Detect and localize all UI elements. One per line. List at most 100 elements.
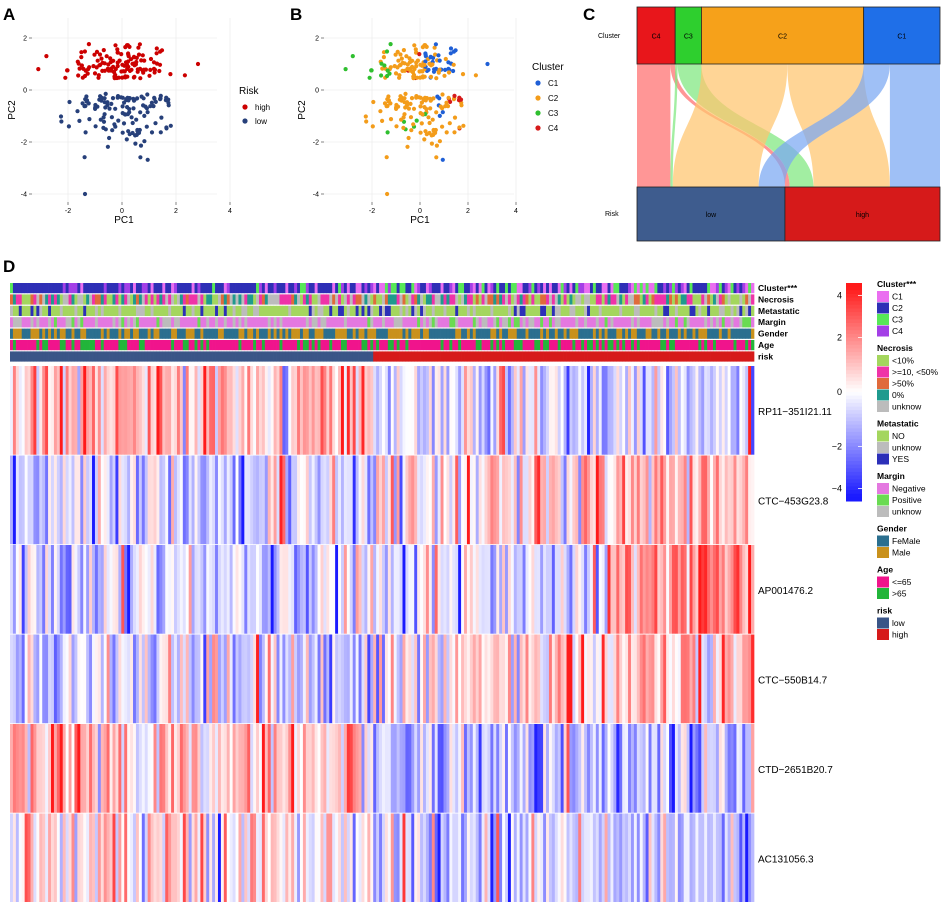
heatmap-cell xyxy=(197,813,201,902)
annotation-cell xyxy=(739,294,743,305)
heatmap-cell xyxy=(317,813,321,902)
annotation-cell xyxy=(449,294,453,305)
heatmap-cell xyxy=(384,813,389,902)
heatmap-annotation-tracks xyxy=(10,283,755,362)
annotation-cell xyxy=(135,351,140,362)
heatmap-cell xyxy=(449,545,453,634)
annotation-cell xyxy=(89,340,93,351)
annotation-cell xyxy=(130,283,134,294)
annotation-cell xyxy=(481,328,485,339)
annotation-cell xyxy=(42,351,46,362)
heatmap-cell xyxy=(399,366,403,455)
annotation-cell xyxy=(537,283,541,294)
scatter-b-axes: -2 0 2 420-2-4 xyxy=(313,36,518,216)
annotation-cell xyxy=(373,294,377,305)
annotation-cell xyxy=(326,305,330,316)
annotation-cell xyxy=(106,317,110,328)
heatmap-cell xyxy=(364,366,368,455)
annotation-cell xyxy=(83,340,87,351)
heatmap-cell xyxy=(124,545,128,634)
annotation-cell xyxy=(692,328,696,339)
heatmap-cell xyxy=(704,545,708,634)
heatmap-cell xyxy=(48,455,52,545)
annotation-cell xyxy=(48,305,52,316)
heatmap-cell xyxy=(478,813,482,902)
annotation-cell xyxy=(589,294,594,305)
heatmap-cell xyxy=(10,366,14,455)
heatmap-cell xyxy=(420,634,424,724)
annotation-cell xyxy=(654,340,658,351)
scatter-b-point-c1 xyxy=(437,58,442,63)
annotation-cell xyxy=(235,328,239,339)
annotation-cell xyxy=(733,328,737,339)
scatter-a-point-low xyxy=(109,115,114,120)
scatter-a-point-low xyxy=(112,122,117,127)
annotation-cell xyxy=(455,283,459,294)
heatmap-cell xyxy=(584,455,588,545)
annotation-cell xyxy=(171,317,175,328)
annotation-cell xyxy=(455,340,459,351)
scatter-a-point-low xyxy=(159,115,164,120)
annotation-cell xyxy=(689,283,693,294)
annotation-cell xyxy=(513,351,518,362)
annotation-cell xyxy=(604,305,608,316)
annotation-cell xyxy=(103,317,108,328)
heatmap-cell xyxy=(537,724,541,813)
annotation-cell xyxy=(736,351,740,362)
heatmap-cell xyxy=(130,634,134,724)
heatmap-cell xyxy=(431,813,436,902)
scatter-a-point-high xyxy=(138,76,143,81)
annotation-cell xyxy=(340,328,345,339)
scatter-b-point-c2 xyxy=(411,122,416,127)
annotation-cell xyxy=(543,294,547,305)
heatmap-cell xyxy=(77,724,81,813)
heatmap-cell xyxy=(203,813,207,902)
heatmap-cell xyxy=(335,455,339,545)
annotation-cell xyxy=(209,317,213,328)
annotation-cell xyxy=(642,340,646,351)
annotation-cell xyxy=(636,351,641,362)
heatmap-cell xyxy=(27,724,31,813)
heatmap-cell xyxy=(71,724,75,813)
heatmap-cell xyxy=(250,634,254,724)
annotation-cell xyxy=(273,283,277,294)
annotation-cell xyxy=(704,283,708,294)
annotation-cell xyxy=(273,294,277,305)
heatmap-cell xyxy=(329,366,333,455)
heatmap-cell xyxy=(253,634,257,724)
heatmap-cell xyxy=(294,366,298,455)
annotation-cell xyxy=(710,305,714,316)
annotation-cell xyxy=(660,328,664,339)
annotation-cell xyxy=(390,328,395,339)
heatmap-cell xyxy=(83,366,87,455)
heatmap-cell xyxy=(226,455,231,545)
heatmap-cell xyxy=(229,455,233,545)
heatmap-cell xyxy=(417,455,421,545)
heatmap-cell xyxy=(528,366,532,455)
heatmap-cell xyxy=(144,366,149,455)
annotation-cell xyxy=(727,283,731,294)
annotation-cell xyxy=(206,340,210,351)
annotation-cell xyxy=(525,328,529,339)
heatmap-cell xyxy=(636,634,641,724)
annotation-cell xyxy=(604,351,608,362)
annotation-cell xyxy=(103,283,108,294)
heatmap-cell xyxy=(53,366,58,455)
scatter-a-point-high xyxy=(101,48,106,53)
annotation-cell xyxy=(314,340,318,351)
annotation-cell xyxy=(77,305,81,316)
scatter-a-point-low xyxy=(138,110,143,115)
heatmap-cell xyxy=(686,366,690,455)
heatmap-cell xyxy=(481,634,485,724)
heatmap-cell xyxy=(639,813,644,902)
heatmap-cell xyxy=(10,545,14,634)
annotation-cell xyxy=(15,283,20,294)
annotation-cell xyxy=(346,317,351,328)
scatter-b-point-c2 xyxy=(443,104,448,109)
heatmap-cell xyxy=(194,813,198,902)
annotation-cell xyxy=(633,328,638,339)
annotation-cell xyxy=(630,283,635,294)
annotation-cell xyxy=(384,317,389,328)
annotation-cell xyxy=(481,283,485,294)
annotation-cell xyxy=(133,294,137,305)
